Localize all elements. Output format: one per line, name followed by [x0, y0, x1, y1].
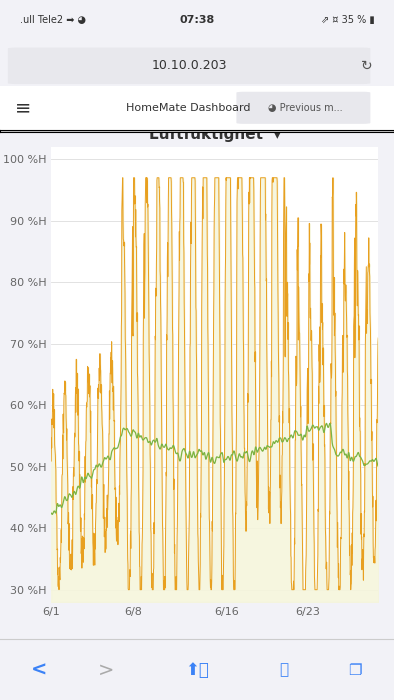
- Text: ↻: ↻: [361, 59, 372, 73]
- Text: 07:38: 07:38: [179, 15, 215, 25]
- Text: ⬆⃞: ⬆⃞: [185, 661, 209, 679]
- Text: ≡: ≡: [15, 98, 32, 118]
- Text: 10.10.0.203: 10.10.0.203: [151, 60, 227, 72]
- Text: ⇗ ¤ 35 % ▮: ⇗ ¤ 35 % ▮: [321, 15, 374, 25]
- Text: ◕ Previous m...: ◕ Previous m...: [268, 103, 342, 113]
- Text: >: >: [98, 661, 115, 680]
- Text: HomeMate Dashboard: HomeMate Dashboard: [126, 103, 251, 113]
- FancyBboxPatch shape: [236, 92, 370, 124]
- Text: <: <: [31, 661, 48, 680]
- FancyBboxPatch shape: [8, 48, 370, 84]
- Text: ❐: ❐: [348, 663, 361, 678]
- Text: 📖: 📖: [279, 663, 288, 678]
- Text: .ull Tele2 ➡ ◕: .ull Tele2 ➡ ◕: [20, 15, 86, 25]
- Legend: Inomhus, Utomhus: Inomhus, Utomhus: [41, 659, 210, 678]
- Title: Luftfuktighet  ▾: Luftfuktighet ▾: [149, 127, 281, 141]
